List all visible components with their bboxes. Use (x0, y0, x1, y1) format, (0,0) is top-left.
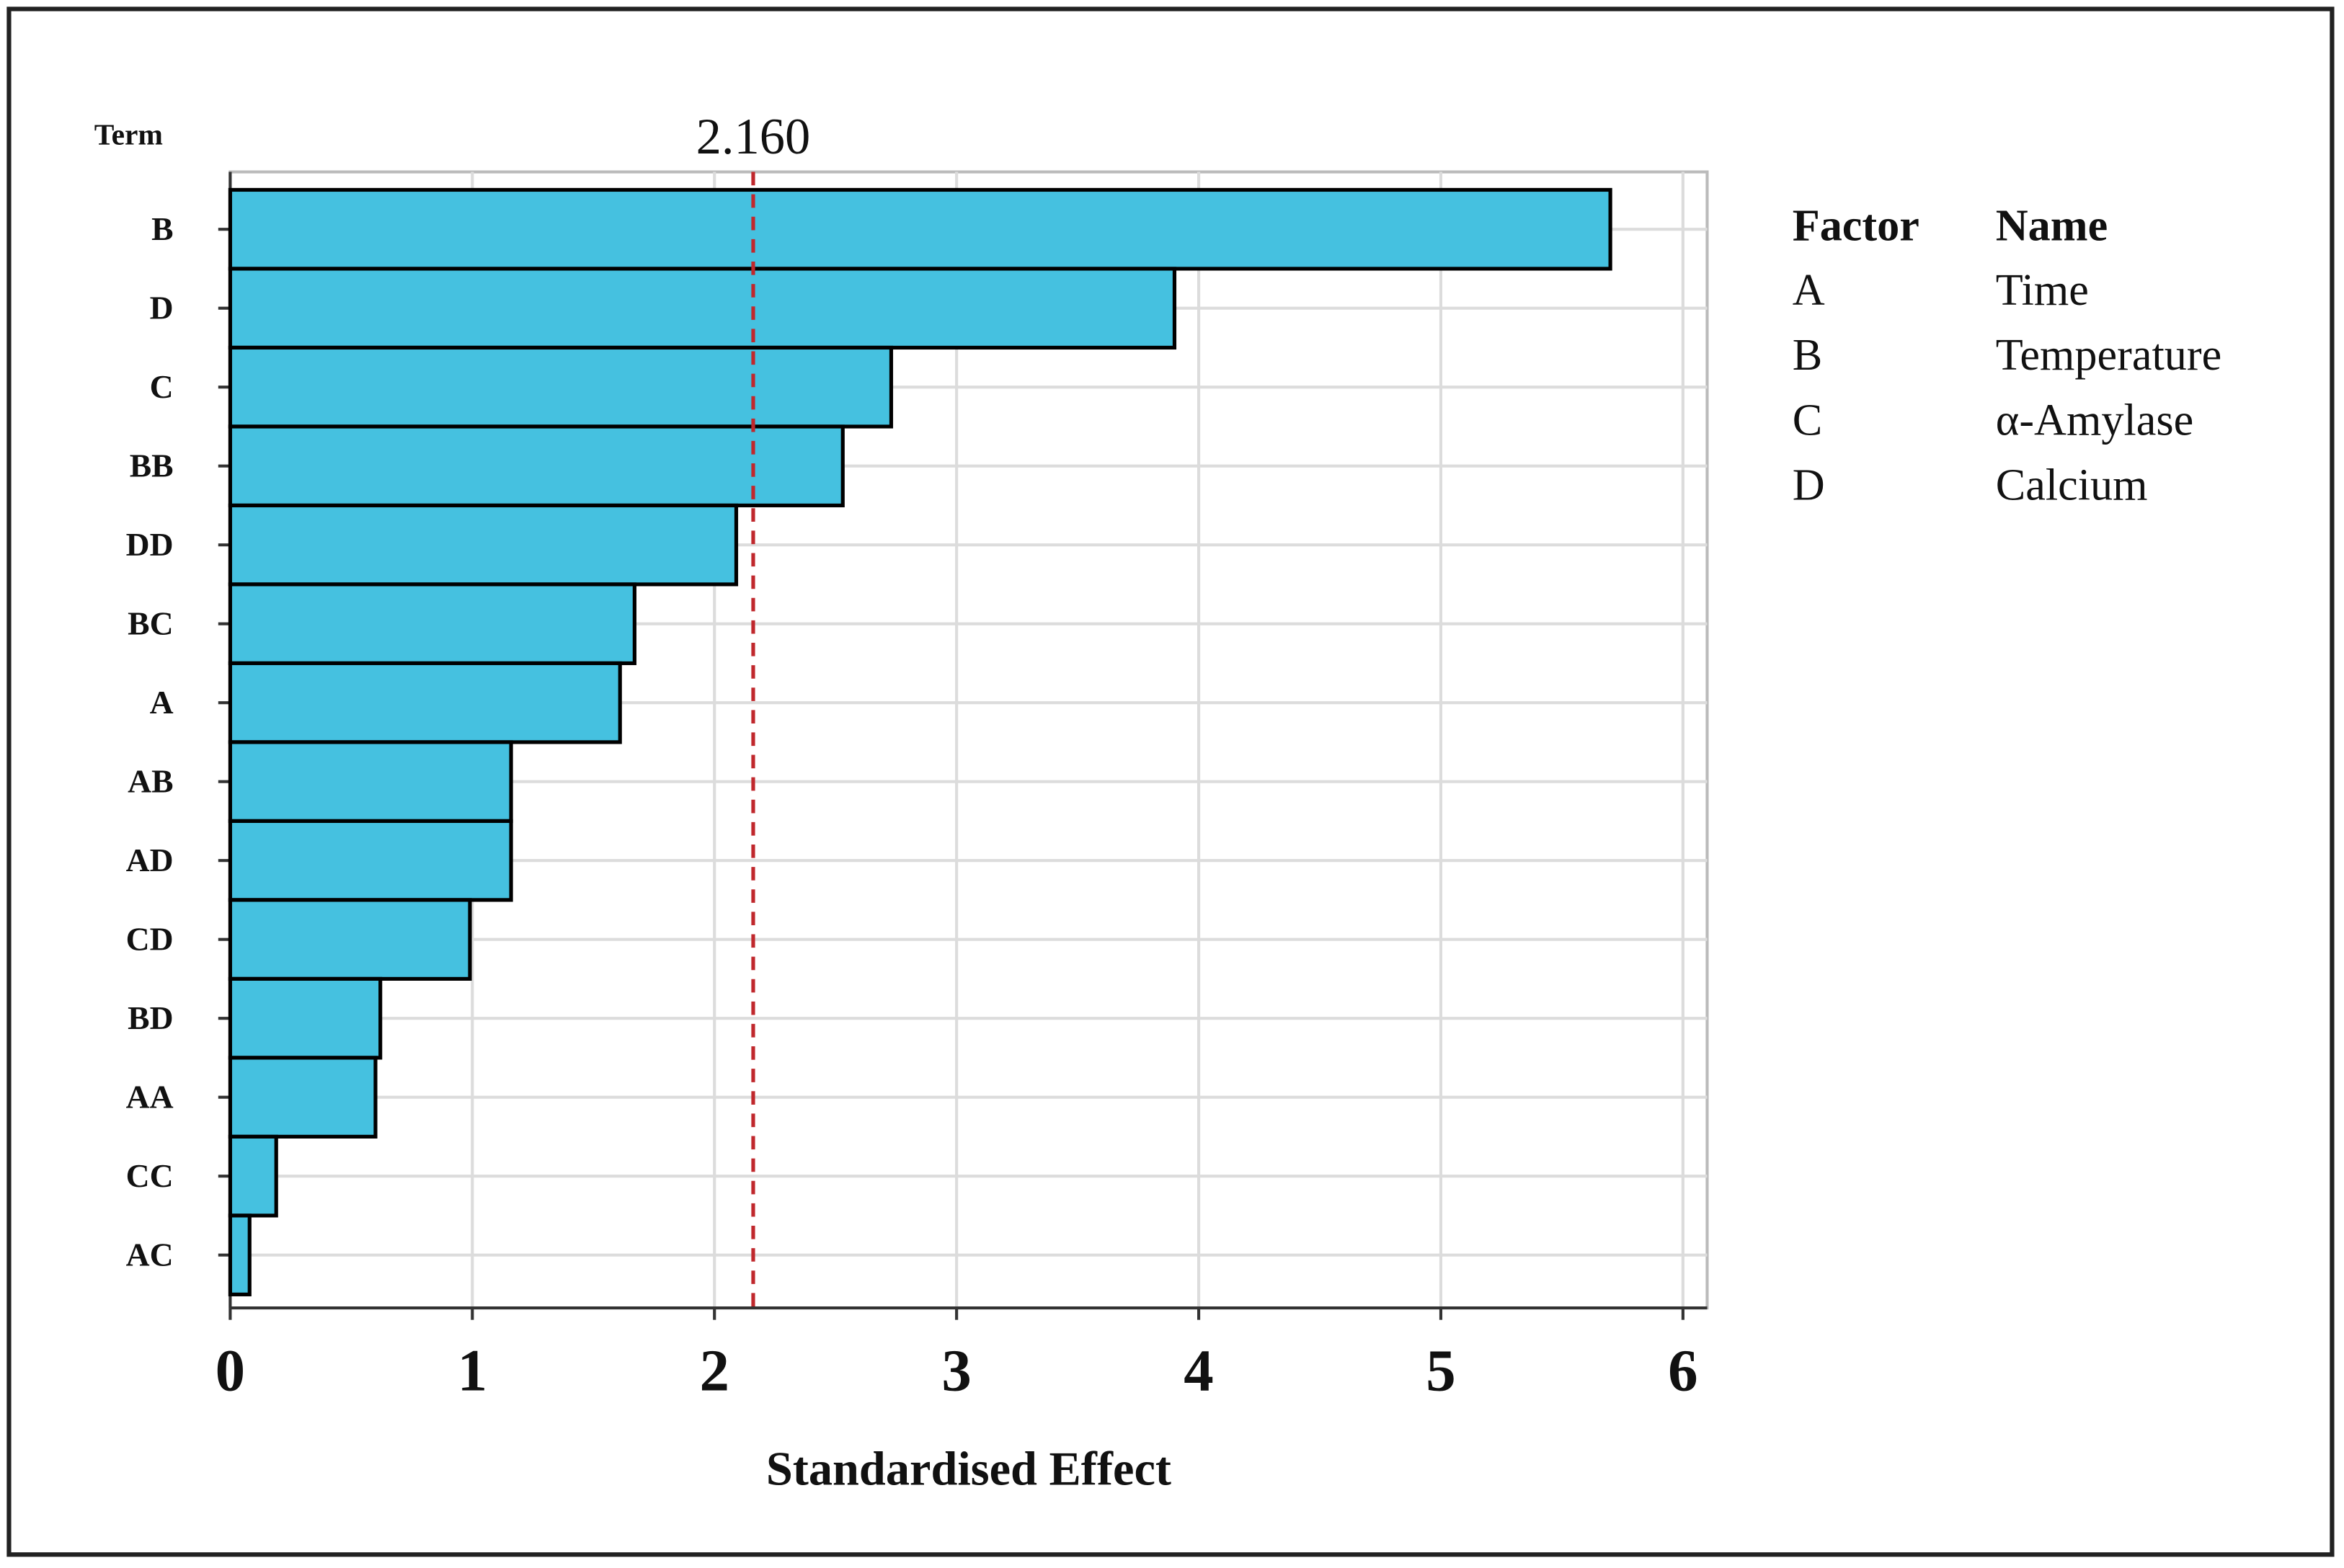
bar (228, 1056, 378, 1139)
y-tick-label: BB (130, 447, 174, 484)
reference-label: 2.160 (696, 109, 811, 165)
x-tick-label: 5 (1426, 1337, 1455, 1404)
y-tick-label: DD (126, 526, 174, 563)
y-tick-label: D (150, 289, 174, 326)
y-tick-label: B (151, 210, 173, 247)
x-axis-label: Standardised Effect (766, 1443, 1171, 1496)
y-tick-label: CC (126, 1157, 174, 1194)
bar (228, 819, 513, 902)
bar (228, 898, 472, 981)
bar (228, 740, 513, 824)
x-tick-label: 1 (458, 1337, 487, 1404)
y-axis-label: Term (94, 117, 163, 151)
bar (228, 976, 383, 1060)
bar (228, 424, 845, 508)
legend-cell: D (1793, 461, 1825, 510)
bar (228, 1134, 278, 1218)
y-tick-label: BC (128, 605, 173, 641)
legend-header: Name (1996, 202, 2108, 251)
legend-cell: C (1793, 396, 1822, 445)
frame (6, 6, 2335, 1557)
y-tick-label: BD (128, 999, 173, 1036)
bar (228, 345, 894, 429)
bar (228, 582, 636, 666)
y-tick-label: AD (126, 842, 174, 878)
legend-cell: Calcium (1996, 461, 2148, 510)
y-tick-label: AB (128, 762, 173, 799)
y-tick-label: C (150, 368, 174, 405)
legend-header: Factor (1793, 202, 1919, 251)
x-tick-label: 6 (1668, 1337, 1697, 1404)
y-tick-label: A (150, 684, 174, 721)
legend-cell: Time (1996, 266, 2089, 315)
x-tick-label: 4 (1184, 1337, 1213, 1404)
bar (228, 661, 622, 744)
y-tick-label: AC (126, 1236, 174, 1273)
legend-cell: Temperature (1996, 331, 2221, 380)
y-tick-label: CD (126, 920, 174, 957)
legend-cell: α-Amylase (1996, 396, 2193, 445)
x-tick-label: 3 (941, 1337, 971, 1404)
bar (228, 503, 739, 587)
bar (228, 1213, 252, 1296)
x-tick-label: 2 (699, 1337, 729, 1404)
legend-cell: B (1793, 331, 1822, 380)
legend-cell: A (1793, 266, 1825, 315)
bar (228, 187, 1612, 271)
bar (228, 267, 1177, 350)
y-tick-label: AA (126, 1078, 174, 1115)
x-tick-label: 0 (216, 1337, 245, 1404)
